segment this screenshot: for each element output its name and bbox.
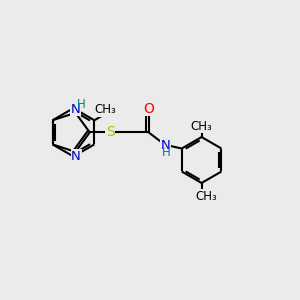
Text: CH₃: CH₃ [94, 103, 116, 116]
Text: CH₃: CH₃ [195, 190, 217, 203]
Text: S: S [106, 125, 115, 139]
Text: CH₃: CH₃ [190, 120, 212, 133]
Text: H: H [76, 98, 85, 111]
Text: N: N [161, 140, 171, 152]
Text: N: N [71, 150, 81, 163]
Text: O: O [143, 102, 154, 116]
Text: N: N [70, 103, 80, 116]
Text: H: H [162, 146, 170, 159]
